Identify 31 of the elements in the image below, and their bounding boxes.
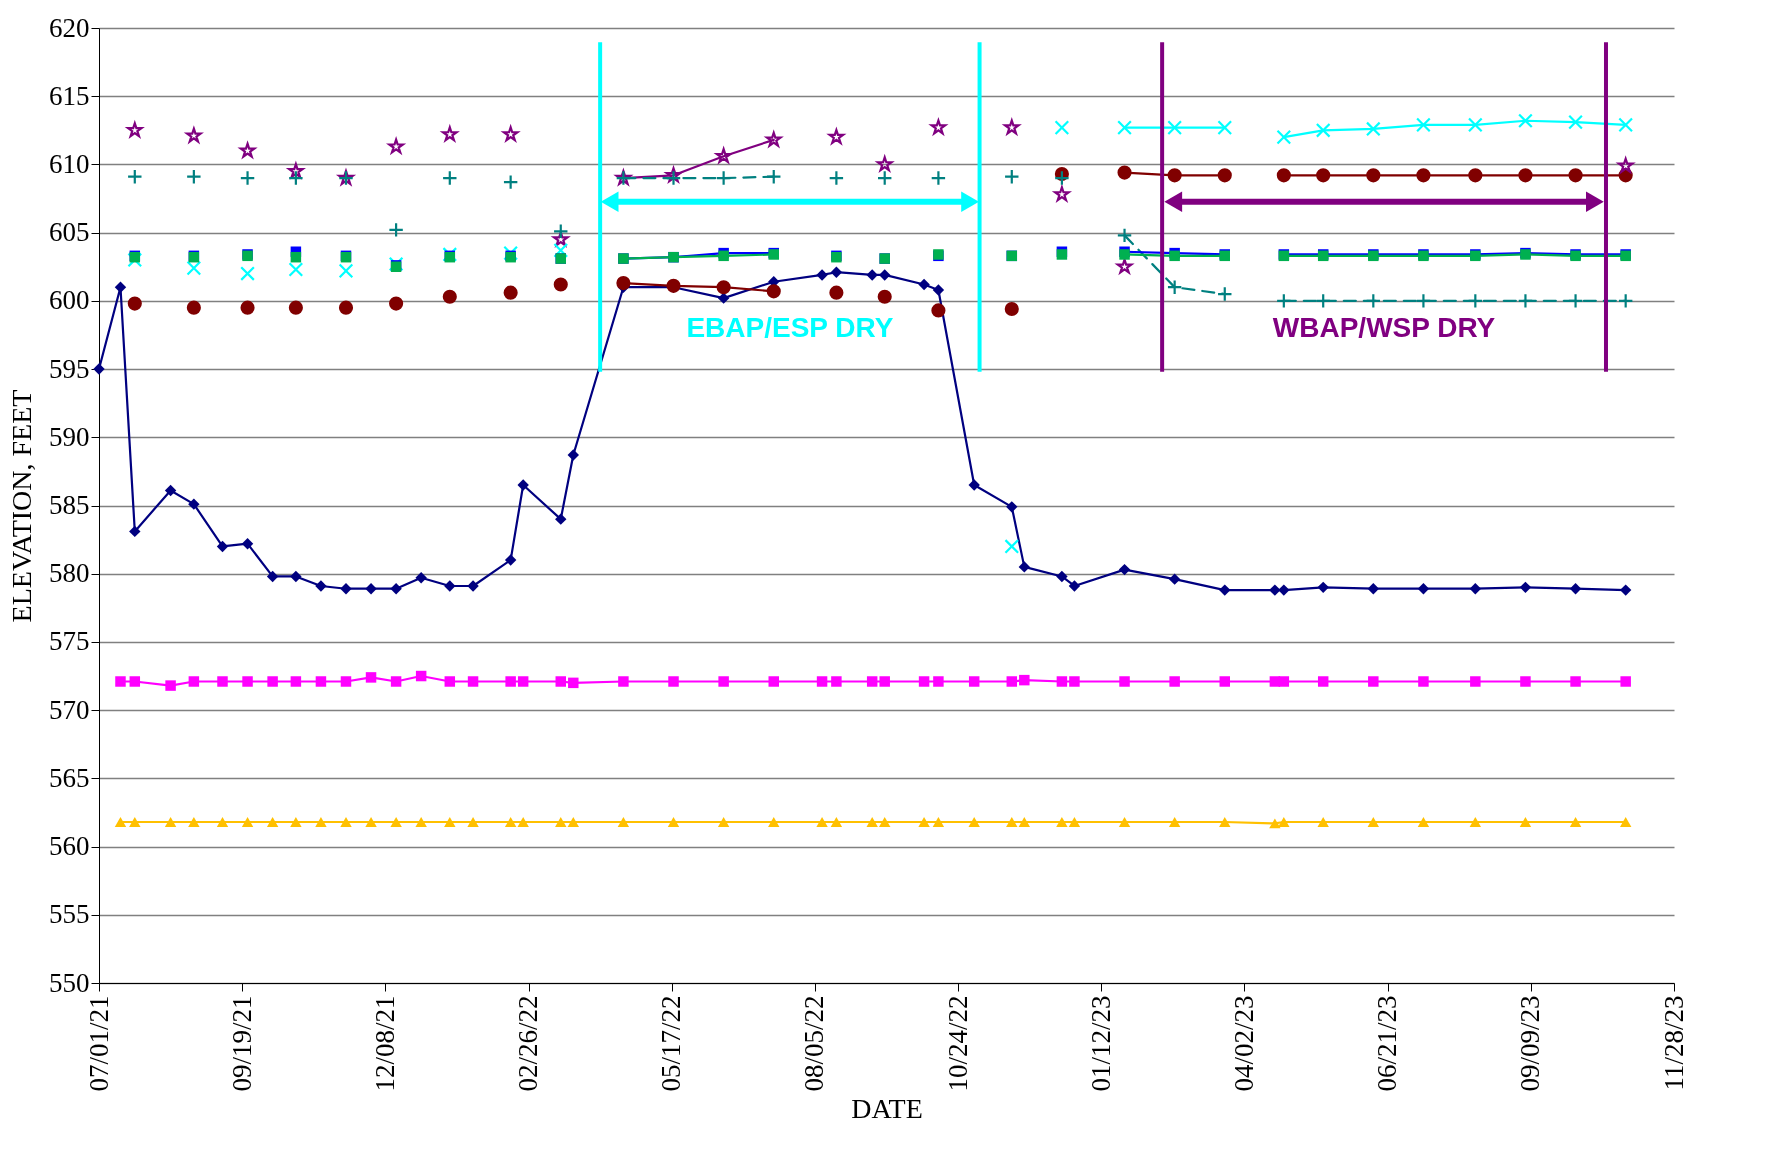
annotation: EBAP/ESP DRY: [686, 311, 894, 343]
x-tick-label: 09/19/21: [226, 995, 257, 1092]
y-tick-label: 610: [49, 148, 90, 179]
y-tick-label: 555: [49, 899, 90, 930]
y-tick-label: 580: [49, 558, 90, 589]
y-tick-label: 620: [49, 12, 90, 43]
y-tick-label: 590: [49, 421, 90, 452]
y-tick-label: 560: [49, 831, 90, 862]
x-tick-label: 06/21/23: [1372, 995, 1403, 1092]
x-tick-label: 09/09/23: [1515, 995, 1546, 1092]
y-tick-label: 570: [49, 694, 90, 725]
y-tick-label: 585: [49, 490, 90, 520]
x-tick-label: 11/28/23: [1658, 995, 1689, 1091]
y-tick-label: 550: [49, 967, 90, 998]
x-tick-label: 10/24/22: [942, 995, 973, 1092]
x-tick-label: 07/01/21: [83, 995, 114, 1092]
x-axis-title: DATE: [851, 1092, 923, 1124]
y-axis-title: ELEVATION, FEET: [6, 389, 37, 623]
x-tick-label: 04/02/23: [1228, 995, 1259, 1092]
y-tick-label: 595: [49, 353, 90, 384]
x-tick-label: 05/17/22: [656, 995, 687, 1092]
y-tick-label: 615: [49, 80, 90, 111]
x-tick-label: 12/08/21: [369, 995, 400, 1092]
y-tick-label: 605: [49, 217, 90, 248]
y-tick-label: 600: [49, 285, 90, 316]
y-tick-label: 565: [49, 762, 90, 793]
x-tick-label: 01/12/23: [1085, 995, 1116, 1092]
annotation: WBAP/WSP DRY: [1272, 311, 1496, 343]
x-tick-label: 08/05/22: [799, 995, 830, 1092]
x-tick-label: 02/26/22: [513, 995, 544, 1092]
y-tick-label: 575: [49, 626, 90, 657]
